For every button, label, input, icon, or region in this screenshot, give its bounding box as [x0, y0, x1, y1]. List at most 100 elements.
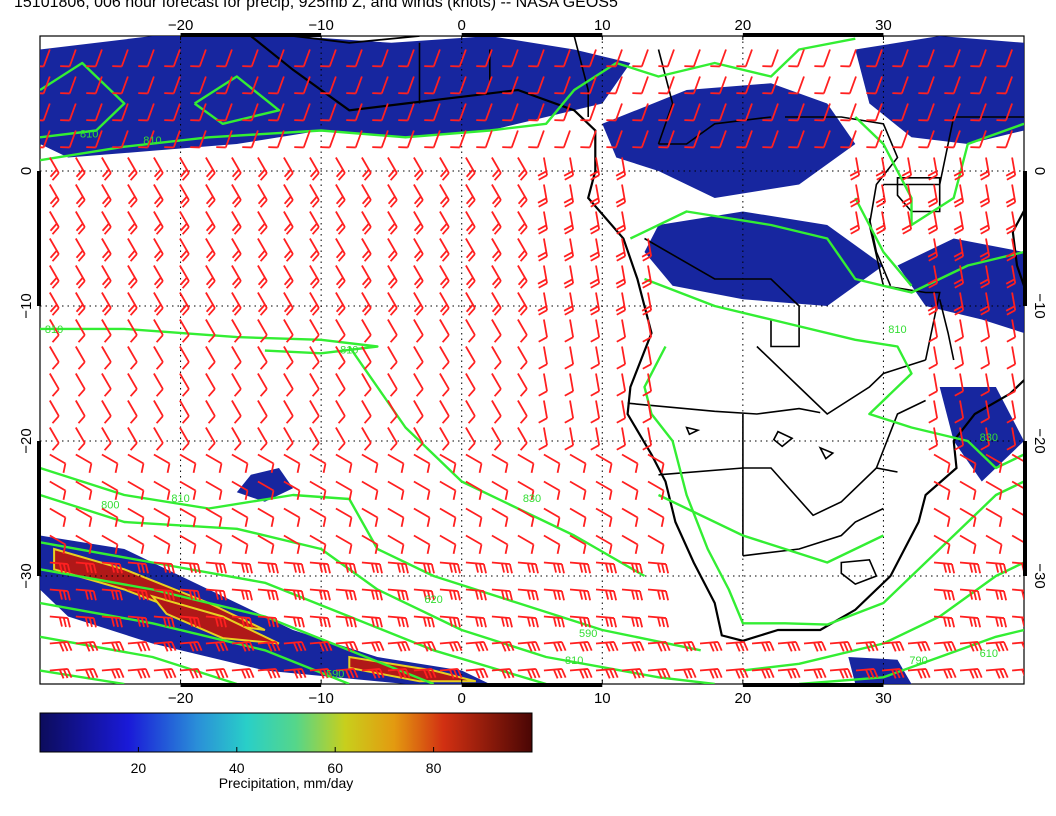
- wind-barb: [283, 373, 294, 397]
- wind-barb: [413, 346, 424, 370]
- wind-barb: [309, 265, 320, 289]
- wind-barb: [112, 76, 129, 95]
- wind-barb: [1012, 668, 1024, 679]
- contour-label: 590: [326, 668, 344, 680]
- wind-barb: [543, 507, 561, 527]
- wind-barb: [465, 427, 476, 451]
- wind-barb: [361, 561, 383, 574]
- wind-barb: [335, 238, 346, 262]
- wind-barb: [257, 157, 268, 181]
- wind-barb: [361, 615, 383, 628]
- wind-barb: [309, 534, 327, 554]
- wind-barb: [1006, 346, 1017, 370]
- wind-barb: [564, 373, 575, 397]
- wind-barb: [928, 346, 939, 370]
- wind-barb: [517, 534, 535, 554]
- wind-barb: [205, 615, 227, 628]
- wind-barb: [153, 292, 164, 316]
- wind-barb: [179, 400, 190, 424]
- wind-barb: [517, 480, 535, 500]
- wind-barb: [1006, 319, 1017, 343]
- wind-barb: [996, 130, 1013, 149]
- wind-barb: [979, 265, 991, 289]
- wind-barb: [387, 588, 409, 601]
- wind-barb: [283, 265, 294, 289]
- wind-barb: [621, 641, 645, 652]
- wind-barb: [901, 184, 913, 208]
- wind-barb: [954, 427, 965, 451]
- wind-barb: [517, 211, 528, 235]
- height-contour: [644, 277, 1024, 470]
- wind-barb: [528, 103, 545, 122]
- wind-barb: [86, 49, 103, 68]
- wind-barb: [1005, 292, 1017, 316]
- wind-barb: [205, 400, 216, 424]
- wind-barb: [346, 49, 363, 68]
- wind-barb: [49, 588, 71, 601]
- wind-barb: [361, 400, 372, 424]
- wind-barb: [205, 157, 216, 181]
- wind-barb: [979, 292, 991, 316]
- wind-barb: [153, 507, 171, 527]
- wind-barb: [40, 49, 51, 68]
- wind-barb: [257, 346, 268, 370]
- wind-barb: [205, 507, 223, 527]
- wind-barb: [60, 103, 77, 122]
- wind-barb: [985, 507, 1003, 527]
- wind-barb: [231, 265, 242, 289]
- wind-barb: [127, 588, 149, 601]
- wind-barb: [829, 641, 853, 652]
- wind-barb: [980, 400, 991, 424]
- wind-barb: [959, 588, 982, 601]
- wind-barb: [699, 668, 723, 679]
- wind-barb: [346, 76, 363, 95]
- wind-barb: [563, 157, 575, 181]
- wind-barb: [40, 103, 51, 122]
- wind-barb: [1011, 453, 1024, 465]
- wind-barb: [589, 265, 601, 289]
- wind-barb: [231, 238, 242, 262]
- wind-barb: [413, 184, 424, 208]
- wind-barb: [413, 641, 437, 652]
- wind-barb: [543, 641, 567, 652]
- wind-barb: [803, 641, 827, 652]
- wind-barb: [589, 211, 601, 235]
- wind-barb: [294, 76, 311, 95]
- precip-blob: [939, 387, 1024, 482]
- wind-barb: [153, 184, 164, 208]
- wind-barb: [112, 103, 129, 122]
- wind-barb: [710, 103, 727, 122]
- wind-barb: [855, 668, 879, 679]
- wind-barb: [439, 346, 450, 370]
- wind-barb: [537, 211, 548, 235]
- wind-barb: [465, 561, 487, 574]
- wind-barb: [590, 319, 601, 343]
- wind-barb: [901, 211, 913, 235]
- wind-barb: [684, 130, 701, 149]
- wind-barb: [959, 480, 977, 500]
- contour-label: 810: [888, 324, 906, 336]
- wind-barb: [814, 49, 831, 68]
- wind-barb: [517, 615, 539, 628]
- wind-barb: [928, 373, 939, 397]
- wind-barb: [283, 157, 294, 181]
- wind-barb: [647, 641, 671, 652]
- wind-barb: [491, 453, 509, 473]
- lat-tick-label-left: 0: [18, 167, 35, 175]
- wind-barb: [257, 534, 275, 554]
- wind-barb: [439, 211, 450, 235]
- contour-label: 800: [101, 500, 119, 512]
- wind-barb: [439, 534, 457, 554]
- wind-barb: [231, 373, 242, 397]
- wind-barb: [439, 507, 457, 527]
- wind-barb: [101, 400, 112, 424]
- wind-barb: [361, 184, 372, 208]
- wind-barb: [75, 561, 97, 574]
- wind-barb: [60, 130, 77, 149]
- country-border: [658, 467, 743, 476]
- wind-barb: [335, 561, 357, 574]
- wind-barb: [153, 157, 164, 181]
- wind-barb: [283, 480, 301, 500]
- frame-bar-bottom: [742, 683, 884, 687]
- wind-barb: [205, 373, 216, 397]
